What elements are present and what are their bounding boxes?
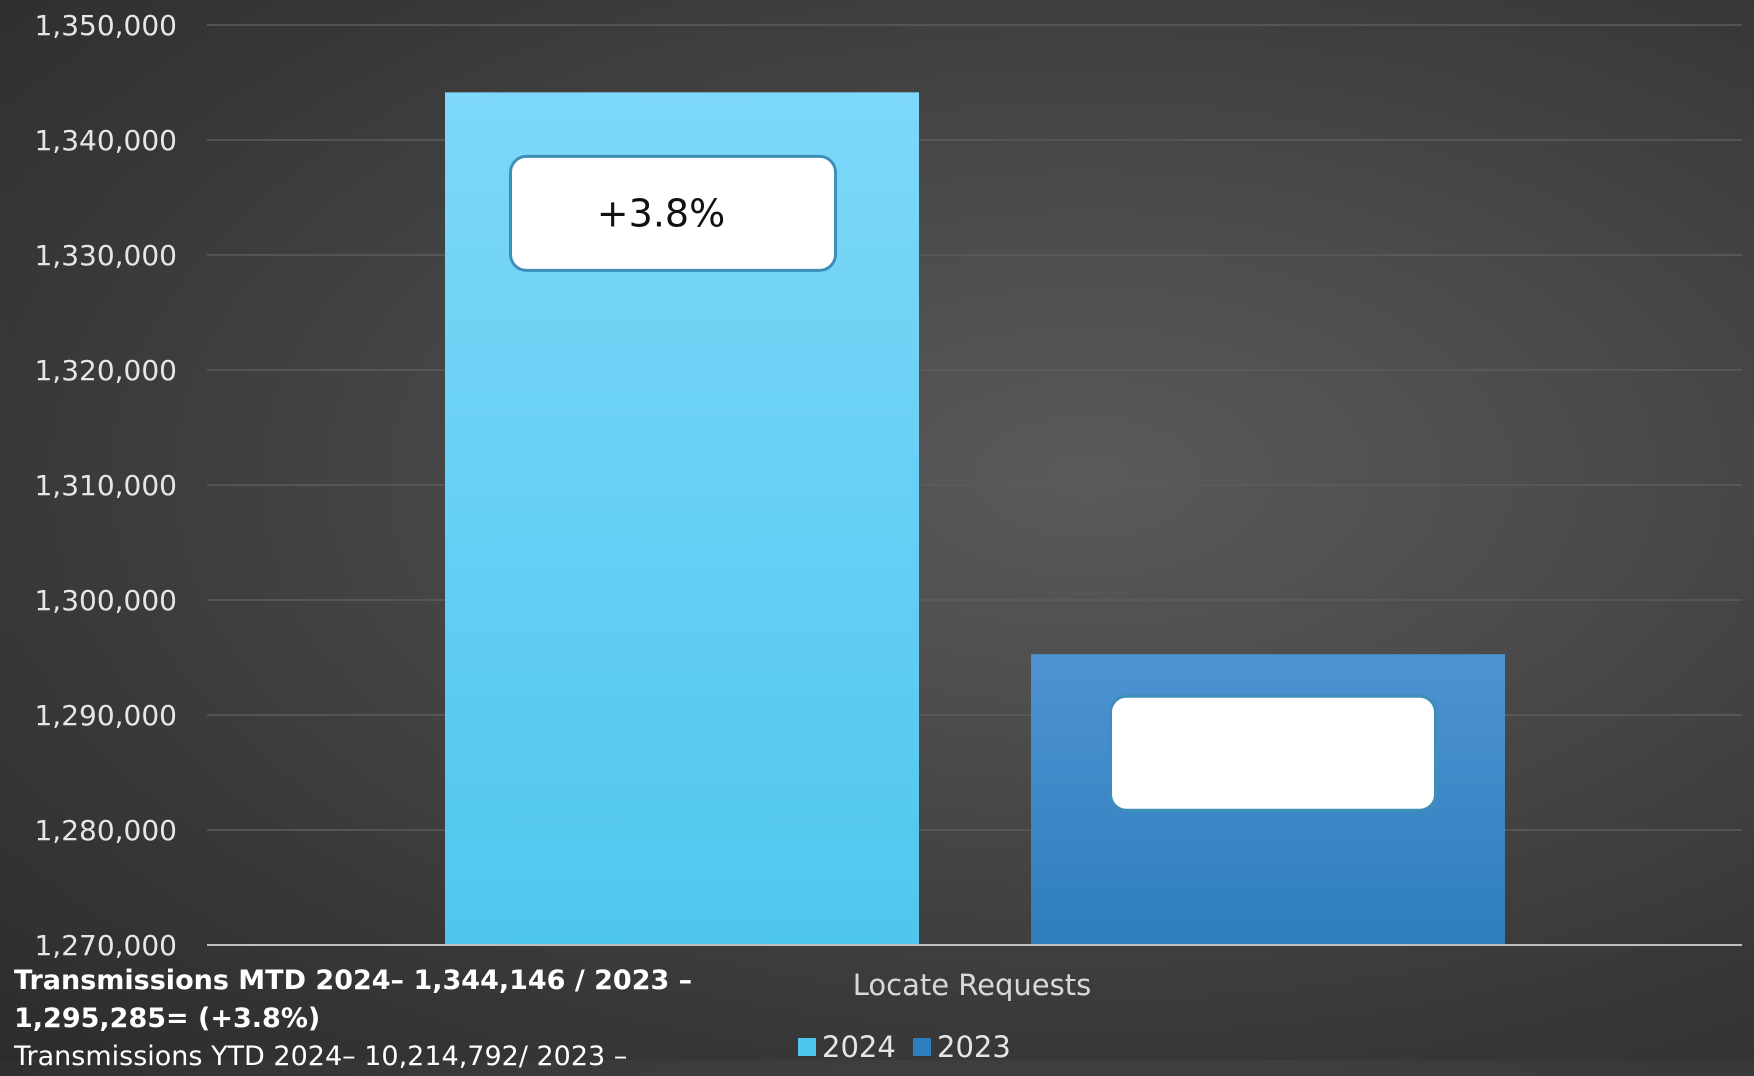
gridlines xyxy=(207,24,1742,831)
y-tick-label: 1,310,000 xyxy=(34,469,177,502)
legend-swatch-2024 xyxy=(798,1038,816,1056)
y-tick-label: 1,340,000 xyxy=(34,124,177,157)
y-tick-label: 1,350,000 xyxy=(34,9,177,42)
callout-box-2023 xyxy=(1109,694,1437,812)
ytd-note: Transmissions YTD 2024– 10,214,792/ 2023… xyxy=(14,1041,628,1072)
legend-label: 2023 xyxy=(937,1030,1011,1060)
callout-label: +3.8% xyxy=(597,191,725,235)
bar-callouts: +3.8% xyxy=(509,154,1437,812)
y-tick-label: 1,280,000 xyxy=(34,814,177,847)
legend-swatch-2023 xyxy=(913,1038,931,1056)
y-axis-ticks: 1,270,000 1,280,000 1,290,000 1,300,000 1,31… xyxy=(34,9,177,962)
y-tick-label: 1,320,000 xyxy=(34,354,177,387)
legend-label: 2024 xyxy=(822,1030,896,1060)
y-tick-label: 1,330,000 xyxy=(34,239,177,272)
y-tick-label: 1,270,000 xyxy=(34,929,177,962)
y-tick-label: 1,300,000 xyxy=(34,584,177,617)
callout-box-2024 xyxy=(509,154,837,272)
category-label: Locate Requests xyxy=(853,968,1091,1002)
y-tick-label: 1,290,000 xyxy=(34,699,177,732)
transmissions-notes: Transmissions MTD 2024– 1,344,146 / 2023… xyxy=(14,962,744,1076)
legend: 2024 2023 xyxy=(798,1030,1011,1060)
mtd-note: Transmissions MTD 2024– 1,344,146 / 2023… xyxy=(14,965,693,1034)
